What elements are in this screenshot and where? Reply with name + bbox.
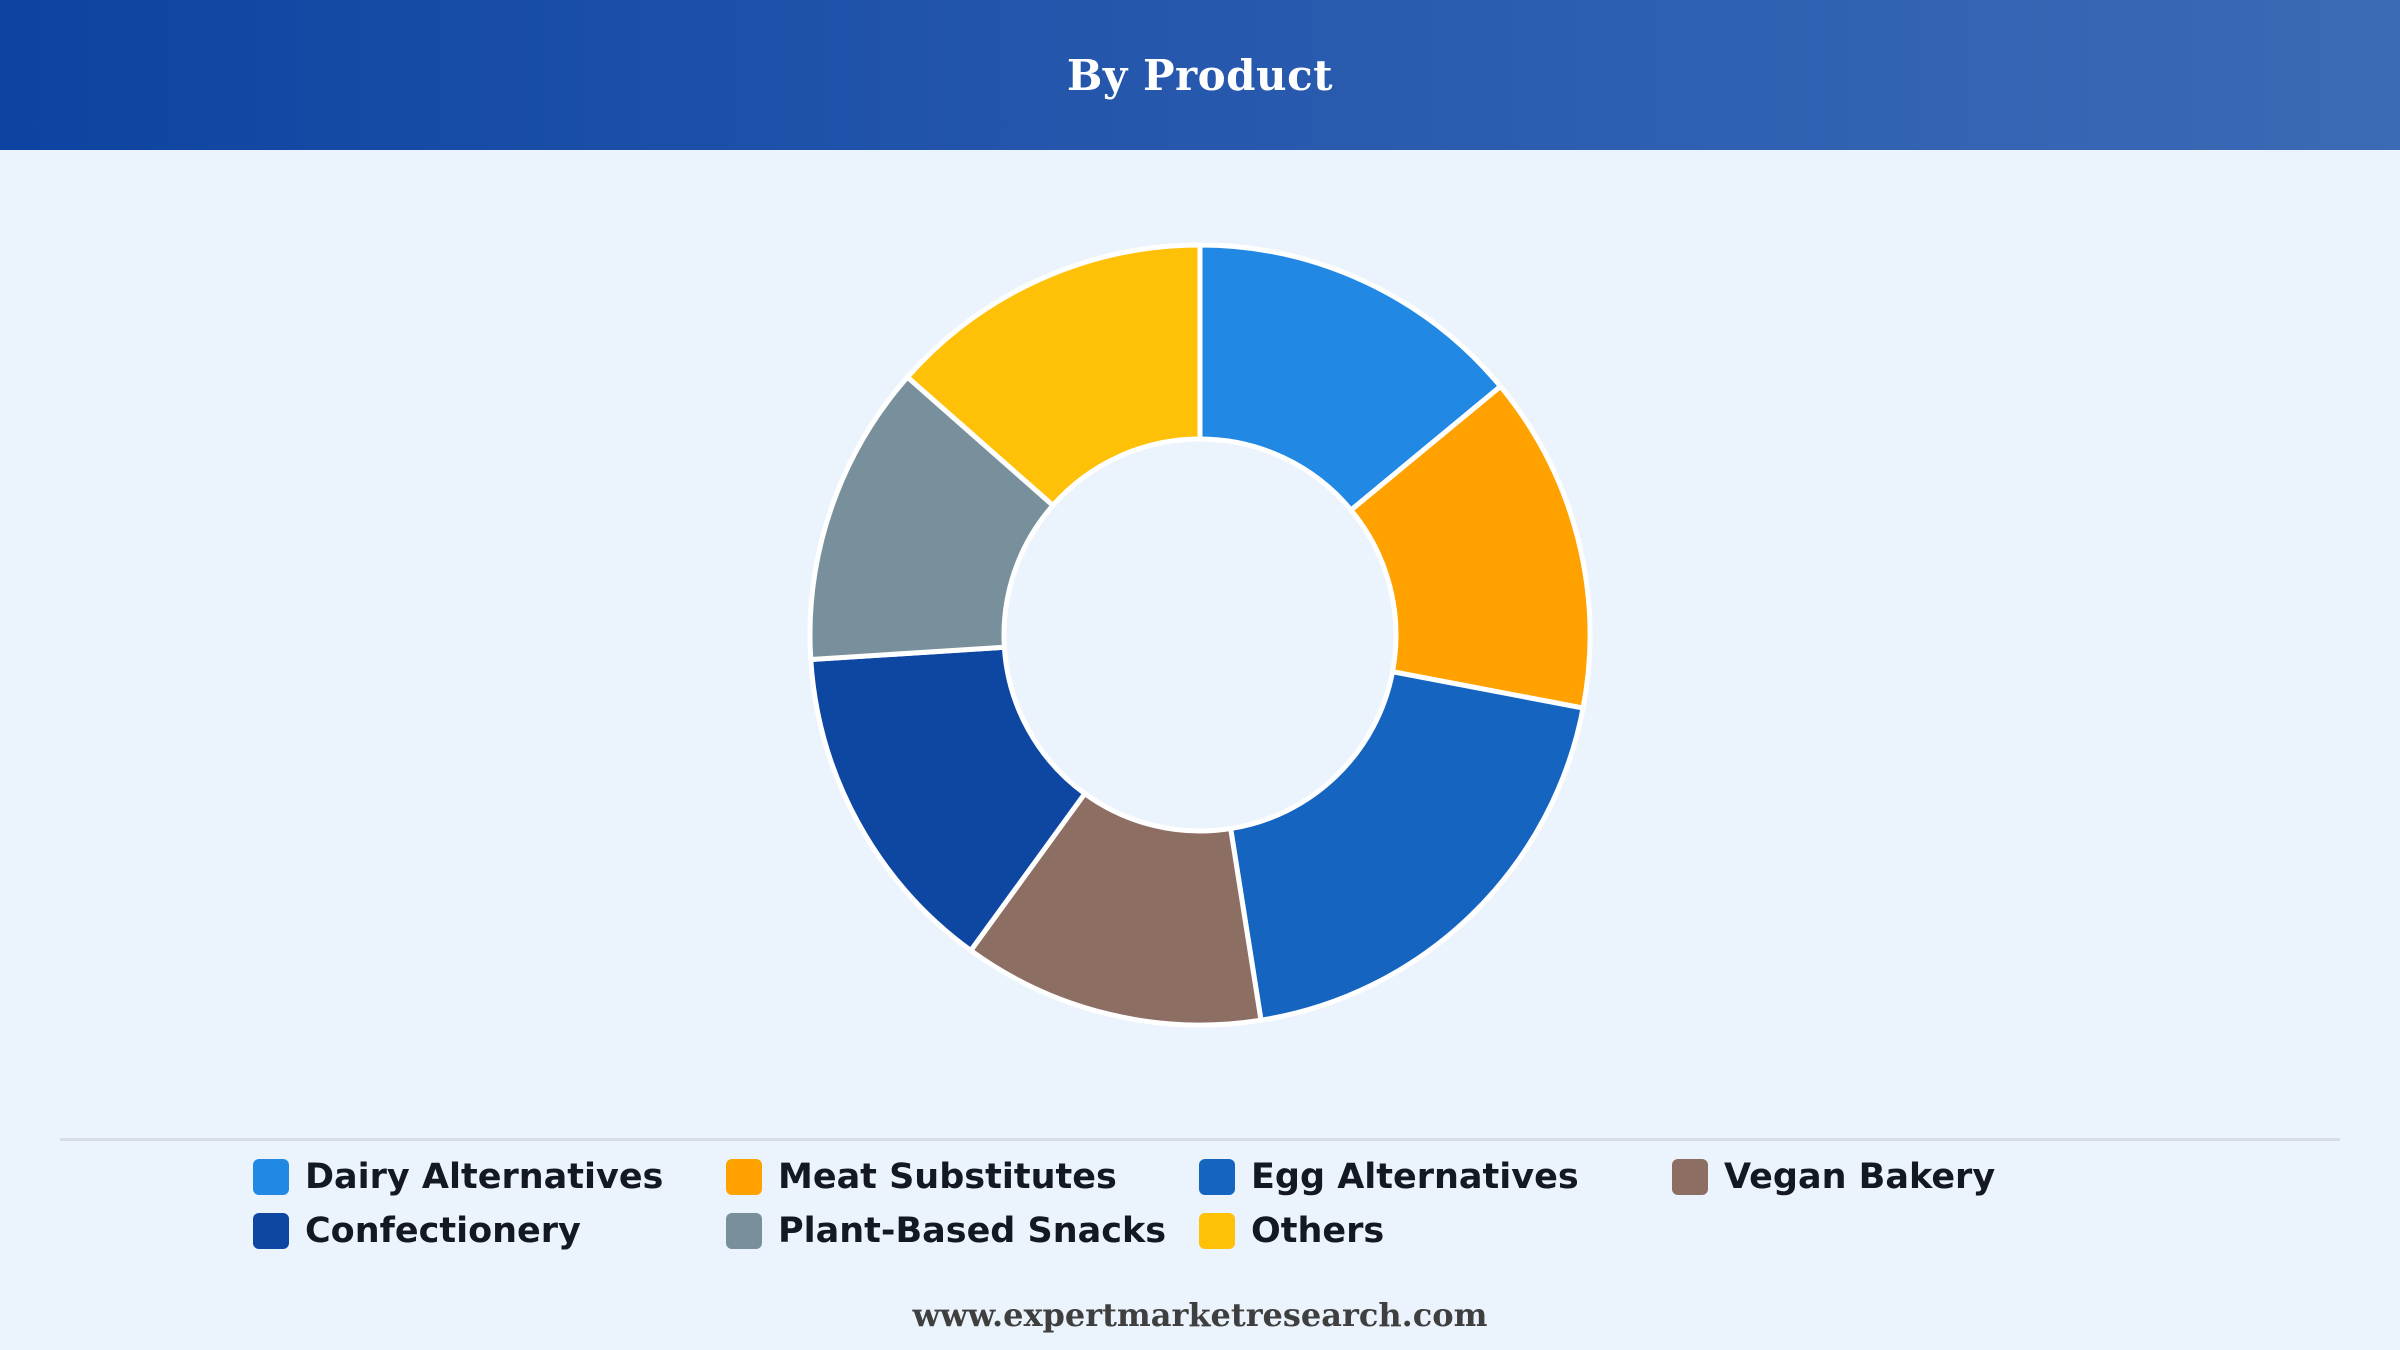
- legend-swatch: [726, 1159, 762, 1195]
- donut-slice-egg-alternatives: [1228, 669, 1586, 1023]
- legend-row: Confectionery Plant-Based Snacks Others: [253, 1204, 2153, 1258]
- donut-slice-others: [904, 242, 1203, 508]
- legend-item-meat-substitutes: Meat Substitutes: [726, 1157, 1199, 1197]
- legend-swatch: [1672, 1159, 1708, 1195]
- legend-item-confectionery: Confectionery: [253, 1211, 726, 1251]
- legend-label: Meat Substitutes: [778, 1157, 1117, 1197]
- legend-swatch: [253, 1159, 289, 1195]
- donut-slice-plant-based-snacks: [807, 374, 1056, 662]
- donut-chart: [807, 242, 1593, 1028]
- legend-item-others: Others: [1199, 1211, 1672, 1251]
- legend-divider: [60, 1138, 2340, 1141]
- donut-slice-dairy-alternatives: [1197, 242, 1503, 513]
- donut-slice-meat-substitutes: [1348, 383, 1593, 711]
- legend-label: Vegan Bakery: [1724, 1157, 1996, 1197]
- legend-item-egg-alternatives: Egg Alternatives: [1199, 1157, 1672, 1197]
- legend-swatch: [726, 1213, 762, 1249]
- legend-row: Dairy Alternatives Meat Substitutes Egg Al…: [253, 1150, 2153, 1204]
- source-footer: www.expertmarketresearch.com: [912, 1296, 1488, 1334]
- legend-label: Others: [1251, 1211, 1385, 1251]
- legend-item-dairy-alternatives: Dairy Alternatives: [253, 1157, 726, 1197]
- page-title: By Product: [1066, 50, 1334, 100]
- legend-swatch: [1199, 1213, 1235, 1249]
- donut-slice-confectionery: [808, 644, 1088, 954]
- legend-swatch: [253, 1213, 289, 1249]
- legend-label: Confectionery: [305, 1211, 581, 1251]
- legend-label: Egg Alternatives: [1251, 1157, 1579, 1197]
- chart-legend: Dairy Alternatives Meat Substitutes Egg Al…: [253, 1150, 2153, 1258]
- legend-item-vegan-bakery: Vegan Bakery: [1672, 1157, 2145, 1197]
- header-bar: By Product: [0, 0, 2400, 150]
- legend-swatch: [1199, 1159, 1235, 1195]
- legend-label: Dairy Alternatives: [305, 1157, 664, 1197]
- legend-label: Plant-Based Snacks: [778, 1211, 1167, 1251]
- legend-item-plant-based-snacks: Plant-Based Snacks: [726, 1211, 1199, 1251]
- chart-area: [0, 150, 2400, 1130]
